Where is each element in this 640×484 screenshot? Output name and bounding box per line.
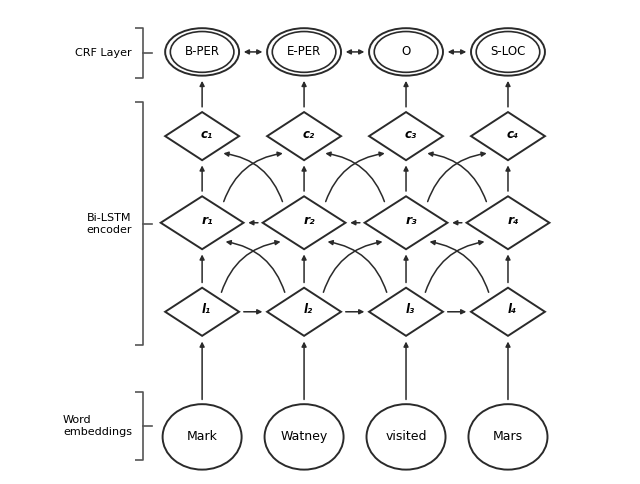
Polygon shape [369,112,443,160]
Polygon shape [369,287,443,336]
Polygon shape [365,197,447,249]
Ellipse shape [471,28,545,76]
Text: r₁: r₁ [201,214,213,227]
Ellipse shape [374,31,438,72]
Text: r₂: r₂ [303,214,315,227]
Polygon shape [267,112,341,160]
Text: r₃: r₃ [405,214,417,227]
Text: c₄: c₄ [506,128,518,141]
Text: c₃: c₃ [404,128,417,141]
Ellipse shape [369,28,443,76]
Text: Bi-LSTM
encoder: Bi-LSTM encoder [86,213,132,235]
Polygon shape [161,197,244,249]
Ellipse shape [165,28,239,76]
Text: E-PER: E-PER [287,45,321,59]
Text: Mars: Mars [493,430,523,443]
Text: l₂: l₂ [304,303,313,317]
Text: B-PER: B-PER [184,45,220,59]
Text: S-LOC: S-LOC [490,45,525,59]
Ellipse shape [163,404,242,469]
Text: l₄: l₄ [508,303,517,317]
Text: Watney: Watney [280,430,328,443]
Text: c₁: c₁ [200,128,212,141]
Text: CRF Layer: CRF Layer [76,48,132,59]
Ellipse shape [367,404,445,469]
Polygon shape [165,112,239,160]
Text: O: O [401,45,411,59]
Text: l₃: l₃ [406,303,415,317]
Ellipse shape [170,31,234,72]
Text: Word
embeddings: Word embeddings [63,415,132,437]
Text: c₂: c₂ [303,128,315,141]
Ellipse shape [272,31,336,72]
Polygon shape [471,287,545,336]
Text: r₄: r₄ [507,214,519,227]
Polygon shape [165,287,239,336]
Polygon shape [471,112,545,160]
Ellipse shape [476,31,540,72]
Polygon shape [467,197,549,249]
Polygon shape [262,197,346,249]
Polygon shape [267,287,341,336]
Ellipse shape [264,404,344,469]
Text: visited: visited [385,430,427,443]
Text: Mark: Mark [187,430,218,443]
Text: l₁: l₁ [202,303,211,317]
Ellipse shape [468,404,547,469]
Ellipse shape [267,28,341,76]
